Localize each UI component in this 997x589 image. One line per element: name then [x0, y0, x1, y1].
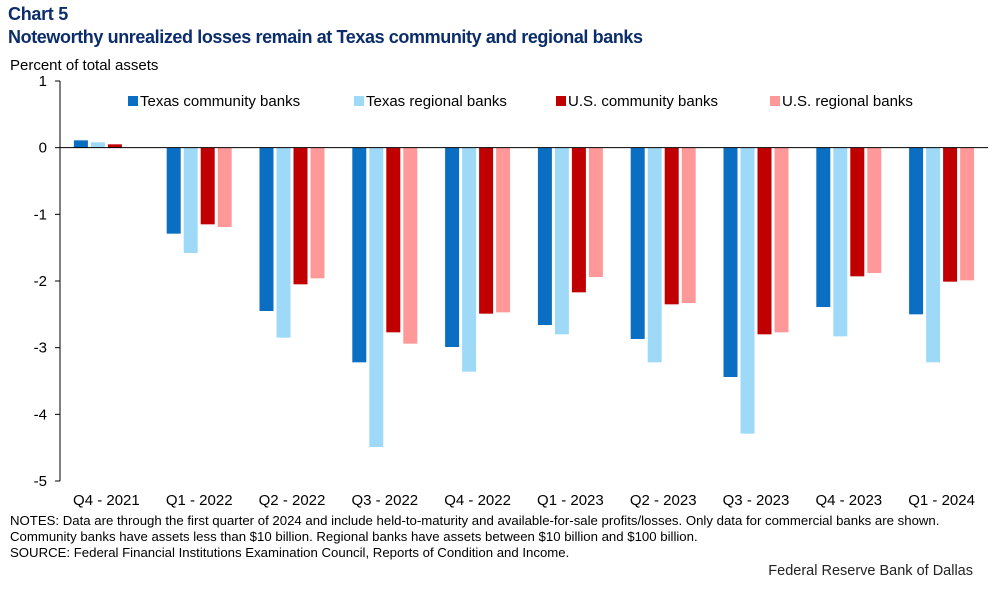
bar	[681, 147, 696, 303]
y-tick-label: 1	[39, 73, 47, 90]
bar	[479, 147, 494, 314]
y-axis-label: Percent of total assets	[10, 57, 159, 74]
chart-title: Noteworthy unrealized losses remain at T…	[8, 27, 643, 47]
bar	[630, 147, 645, 339]
bar	[386, 147, 401, 333]
bar	[850, 147, 865, 277]
legend-label: U.S. community banks	[568, 93, 718, 110]
x-tick-label: Q1 - 2023	[537, 492, 604, 509]
bar-chart: 1 0 -1 -2 -3 -4 -5 Q4 - 2021 Q1 - 2022 Q2 - 2022…	[34, 73, 988, 509]
x-tick-label: Q3 - 2023	[723, 492, 790, 509]
bar	[445, 147, 460, 347]
bar	[960, 147, 975, 281]
bar	[774, 147, 789, 333]
x-tick-label: Q2 - 2023	[630, 492, 697, 509]
bar	[217, 147, 232, 227]
legend-label: Texas community banks	[140, 93, 300, 110]
credit-text: Federal Reserve Bank of Dallas	[768, 563, 973, 579]
bar	[496, 147, 511, 313]
y-tick-label: -5	[34, 473, 47, 490]
bar	[166, 147, 181, 234]
y-tick-label: -4	[34, 406, 47, 423]
bar	[833, 147, 848, 337]
y-tick-label: 0	[39, 140, 47, 157]
x-tick-label: Q4 - 2021	[73, 492, 140, 509]
notes-text: NOTES: Data are through the first quarte…	[10, 513, 940, 544]
bar	[73, 140, 88, 148]
bar	[276, 147, 291, 338]
bar	[816, 147, 831, 307]
bar	[293, 147, 308, 285]
legend-swatch	[354, 96, 364, 106]
chart-label: Chart 5	[8, 4, 68, 24]
bar	[183, 147, 198, 253]
bars	[73, 140, 975, 447]
x-tick-label: Q3 - 2022	[351, 492, 418, 509]
bar	[462, 147, 477, 372]
bar	[647, 147, 662, 363]
legend-swatch	[128, 96, 138, 106]
bar	[571, 147, 586, 293]
bar	[588, 147, 603, 277]
legend-label: Texas regional banks	[366, 93, 507, 110]
legend: Texas community banks Texas regional bank…	[128, 93, 913, 110]
x-tick-label: Q4 - 2022	[444, 492, 511, 509]
bar	[909, 147, 924, 315]
bar	[537, 147, 552, 325]
bar	[369, 147, 384, 447]
bar	[403, 147, 418, 344]
y-tick-label: -1	[34, 206, 47, 223]
legend-label: U.S. regional banks	[782, 93, 913, 110]
x-tick-label: Q2 - 2022	[259, 492, 326, 509]
bar	[259, 147, 274, 311]
bar	[757, 147, 772, 335]
source-text: SOURCE: Federal Financial Institutions E…	[10, 545, 570, 560]
bar	[310, 147, 325, 279]
bar	[740, 147, 755, 434]
bar	[90, 142, 105, 148]
notes-block: NOTES: Data are through the first quarte…	[10, 513, 995, 561]
bar	[200, 147, 215, 225]
y-tick-label: -2	[34, 273, 47, 290]
bar	[554, 147, 569, 335]
y-tick-label: -3	[34, 340, 47, 357]
bar	[107, 144, 122, 148]
bar	[723, 147, 738, 377]
x-tick-label: Q1 - 2022	[166, 492, 233, 509]
bar	[352, 147, 367, 363]
legend-swatch	[770, 96, 780, 106]
x-tick-label: Q4 - 2023	[815, 492, 882, 509]
bar	[867, 147, 882, 273]
x-axis: Q4 - 2021 Q1 - 2022 Q2 - 2022 Q3 - 2022 Q4 -…	[60, 147, 988, 509]
bar	[943, 147, 958, 282]
bar	[926, 147, 941, 363]
y-axis: 1 0 -1 -2 -3 -4 -5	[34, 73, 61, 490]
legend-swatch	[556, 96, 566, 106]
x-tick-label: Q1 - 2024	[908, 492, 975, 509]
bar	[664, 147, 679, 305]
